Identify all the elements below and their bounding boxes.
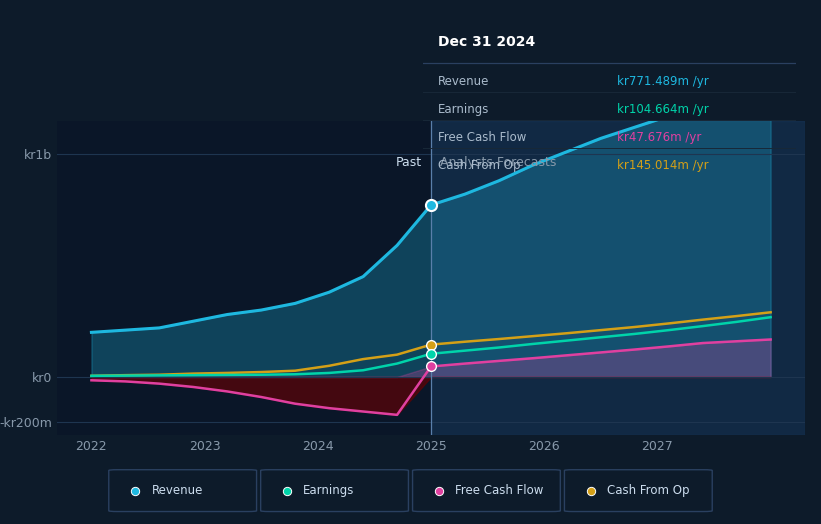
Bar (431, 121, 805, 435)
Text: Free Cash Flow: Free Cash Flow (456, 484, 544, 497)
FancyBboxPatch shape (261, 470, 408, 511)
Text: Earnings: Earnings (438, 103, 489, 116)
Text: Free Cash Flow: Free Cash Flow (438, 131, 526, 144)
Text: Analysts Forecasts: Analysts Forecasts (440, 157, 557, 169)
Text: kr104.664m /yr: kr104.664m /yr (617, 103, 709, 116)
Text: Cash From Op: Cash From Op (607, 484, 690, 497)
Text: Dec 31 2024: Dec 31 2024 (438, 35, 535, 49)
Text: Past: Past (396, 157, 422, 169)
Text: kr145.014m /yr: kr145.014m /yr (617, 159, 709, 172)
Bar (431, 121, 805, 435)
Text: kr47.676m /yr: kr47.676m /yr (617, 131, 701, 144)
FancyBboxPatch shape (108, 470, 256, 511)
Text: Earnings: Earnings (303, 484, 355, 497)
FancyBboxPatch shape (412, 470, 560, 511)
Text: kr771.489m /yr: kr771.489m /yr (617, 75, 709, 88)
FancyBboxPatch shape (565, 470, 713, 511)
Text: Revenue: Revenue (151, 484, 203, 497)
Bar (57, 121, 431, 435)
Text: Revenue: Revenue (438, 75, 489, 88)
Text: Cash From Op: Cash From Op (438, 159, 521, 172)
